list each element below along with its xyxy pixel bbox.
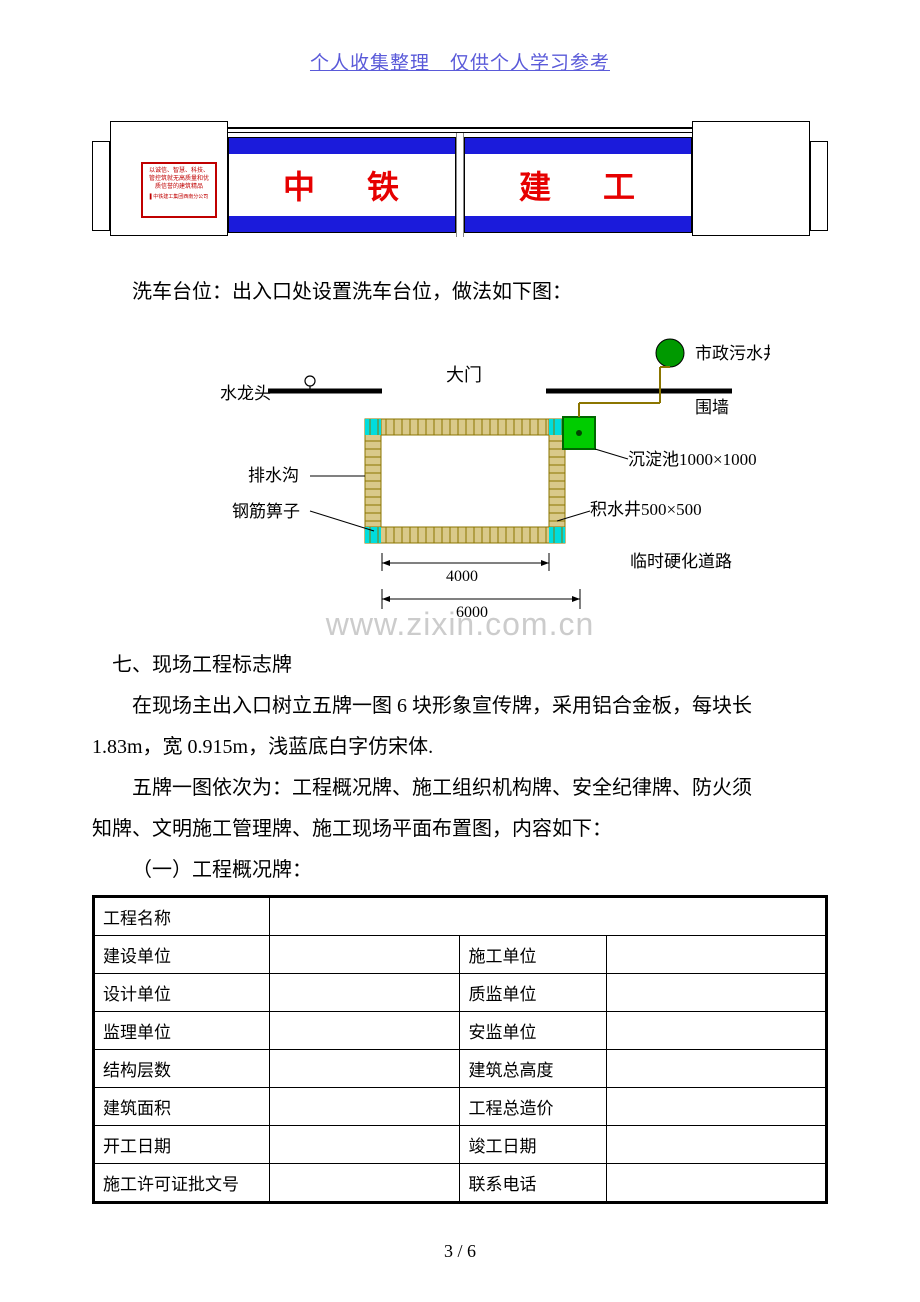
panel-stripe-bottom [229,216,455,232]
cell-label: 施工单位 [460,936,607,974]
cell-value [607,1050,827,1088]
panel-stripe-top [229,138,455,154]
table-row: 建筑面积 工程总造价 [94,1088,827,1126]
cell-label: 建筑总高度 [460,1050,607,1088]
section-7-p2-line2: 知牌、文明施工管理牌、施工现场平面布置图，内容如下： [92,809,828,850]
panel-text-left: 中 铁 [229,154,455,216]
gate-outer-wall-left [92,141,110,231]
table-row: 监理单位 安监单位 [94,1012,827,1050]
cell-label: 设计单位 [94,974,270,1012]
cell-value [607,974,827,1012]
panel-stripe-top [465,138,691,154]
cell-label: 安监单位 [460,1012,607,1050]
table-row: 设计单位 质监单位 [94,974,827,1012]
gate-panel-left: 中 铁 [228,137,456,233]
project-info-table: 工程名称建设单位施工单位设计单位质监单位监理单位安监单位结构层数建筑总高度建筑面… [92,895,828,1204]
section-7-p2-line1: 五牌一图依次为：工程概况牌、施工组织机构牌、安全纪律牌、防火须 [92,768,828,809]
gate-panels: 中 铁 建 工 [228,137,692,233]
label-grate: 钢筋箅子 [232,502,300,521]
cell-value [607,1012,827,1050]
cell-label: 质监单位 [460,974,607,1012]
label-catchpit: 积水井500×500 [590,500,702,519]
dim-4000: 4000 [446,568,478,585]
label-wall: 围墙 [695,398,729,417]
page-header: 个人收集整理 仅供个人学习参考 [92,48,828,75]
cell-label: 工程总造价 [460,1088,607,1126]
cell-value [269,974,460,1012]
label-faucet: 水龙头 [220,384,271,403]
wash-intro: 洗车台位：出入口处设置洗车台位，做法如下图： [92,272,828,313]
table-row: 开工日期 竣工日期 [94,1126,827,1164]
gate-plaque: 以诚信、智慧、科技、管控筑就无高质量和优质信誉的建筑精品 ▌中铁建工集团西南分公… [141,162,217,218]
header-text: 个人收集整理 仅供个人学习参考 [310,53,610,74]
cell-value [607,1088,827,1126]
cell-value [269,1012,460,1050]
section-7-sub1: （一）工程概况牌： [92,850,828,891]
cell-value [269,897,826,936]
cell-label: 监理单位 [94,1012,270,1050]
section-7-p1-line2: 1.83m，宽 0.915m，浅蓝底白字仿宋体. [92,727,828,768]
gate-mid-pillar [456,133,464,237]
plaque-footer: ▌中铁建工集团西南分公司 [147,195,211,202]
cell-label: 开工日期 [94,1126,270,1164]
cell-label: 竣工日期 [460,1126,607,1164]
table-row: 施工许可证批文号 联系电话 [94,1164,827,1203]
table-row: 结构层数 建筑总高度 [94,1050,827,1088]
cell-value [607,936,827,974]
cell-label: 结构层数 [94,1050,270,1088]
gate-pillar-left: 以诚信、智慧、科技、管控筑就无高质量和优质信誉的建筑精品 ▌中铁建工集团西南分公… [110,121,228,236]
wash-svg: 市政污水井 大门 水龙头 围墙 [150,331,770,631]
cell-label: 建筑面积 [94,1088,270,1126]
cell-value [607,1126,827,1164]
panel-text-right: 建 工 [465,154,691,216]
cell-label: 建设单位 [94,936,270,974]
cell-label: 联系电话 [460,1164,607,1203]
gate-panel-right: 建 工 [464,137,692,233]
page-footer: 3 / 6 [0,1241,920,1262]
gate-top-rail-1 [228,127,692,129]
plaque-text: 以诚信、智慧、科技、管控筑就无高质量和优质信誉的建筑精品 [147,168,211,191]
cell-label: 施工许可证批文号 [94,1164,270,1203]
label-drain: 排水沟 [248,466,299,485]
gate-pillar-right [692,121,810,236]
label-temproad: 临时硬化道路 [630,552,732,571]
cell-value [269,1088,460,1126]
table-row: 工程名称 [94,897,827,936]
wash-station-diagram: 市政污水井 大门 水龙头 围墙 [92,331,828,636]
gate-outer-wall-right [810,141,828,231]
cell-value [269,936,460,974]
label-sewage: 市政污水井 [695,344,770,363]
drain-hatch [365,419,565,543]
panel-stripe-bottom [465,216,691,232]
label-gate: 大门 [446,365,482,385]
cell-label: 工程名称 [94,897,270,936]
cell-value [607,1164,827,1203]
label-settling: 沉淀池1000×1000 [628,450,757,469]
cell-value [269,1050,460,1088]
cell-value [269,1164,460,1203]
gate-center: 中 铁 建 工 [228,127,692,233]
cell-value [269,1126,460,1164]
gate-diagram: 以诚信、智慧、科技、管控筑就无高质量和优质信誉的建筑精品 ▌中铁建工集团西南分公… [92,103,828,248]
page-number: 3 / 6 [444,1241,476,1261]
table-row: 建设单位 施工单位 [94,936,827,974]
section-7-title: 七、现场工程标志牌 [92,645,828,686]
section-7-p1-line1: 在现场主出入口树立五牌一图 6 块形象宣传牌，采用铝合金板，每块长 [92,686,828,727]
